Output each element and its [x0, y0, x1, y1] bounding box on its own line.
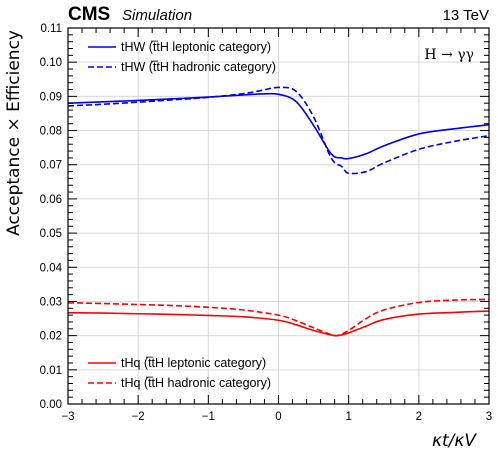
- y-tick-label: 0.08: [40, 126, 62, 138]
- series-line-thw-leptonic: [67, 92, 490, 160]
- series-line-thw-hadronic: [67, 86, 490, 175]
- legend-label-thq-leptonic: tHq (t̅tH leptonic category): [121, 356, 266, 370]
- x-tick-label: −3: [61, 411, 74, 423]
- x-tick-label: −2: [132, 411, 145, 423]
- y-tick-label: 0.11: [40, 23, 62, 35]
- x-axis-title: κt/κV: [432, 431, 477, 451]
- y-tick-label: 0.00: [40, 399, 62, 411]
- legend-thq: tHq (t̅tH leptonic category) tHq (t̅tH h…: [88, 356, 271, 390]
- series-line-thq-leptonic: [67, 310, 490, 337]
- plot-frame: [67, 27, 490, 405]
- y-tick-label: 0.10: [40, 57, 62, 69]
- x-tick-label: 3: [486, 411, 492, 423]
- cms-label: CMS: [68, 4, 110, 25]
- simulation-label: Simulation: [122, 7, 192, 24]
- y-tick-label: 0.07: [40, 160, 62, 172]
- y-tick-label: 0.05: [40, 228, 62, 240]
- decay-annotation: H → γγ: [424, 47, 474, 63]
- x-tick-label: 2: [416, 411, 422, 423]
- y-tick-label: 0.01: [40, 365, 62, 377]
- y-tick-label: 0.06: [40, 194, 62, 206]
- energy-label: 13 TeV: [443, 7, 489, 24]
- x-tick-label: −1: [202, 411, 215, 423]
- legend-label-thq-hadronic: tHq (t̅tH hadronic category): [121, 376, 271, 390]
- y-tick-label: 0.03: [40, 296, 62, 308]
- axis-ticks: −3 −2 −1 0 1 2 3 0.00 0.01 0.02 0.03 0.04 0.05 0.06 0.…: [40, 23, 493, 423]
- x-tick-label: 1: [345, 411, 351, 423]
- legend-thw: tHW (t̅tH leptonic category) tHW (t̅tH h…: [88, 40, 276, 74]
- gridlines: [68, 28, 489, 404]
- y-tick-label: 0.09: [40, 91, 62, 103]
- y-tick-label: 0.04: [40, 262, 63, 274]
- x-tick-label: 0: [275, 411, 281, 423]
- series-group: [67, 86, 490, 337]
- series-line-thq-hadronic: [67, 298, 490, 337]
- legend-label-thw-leptonic: tHW (t̅tH leptonic category): [121, 40, 271, 54]
- y-axis-title: Acceptance × Efficiency: [4, 30, 24, 236]
- legend-label-thw-hadronic: tHW (t̅tH hadronic category): [121, 60, 276, 74]
- y-tick-label: 0.02: [40, 331, 62, 343]
